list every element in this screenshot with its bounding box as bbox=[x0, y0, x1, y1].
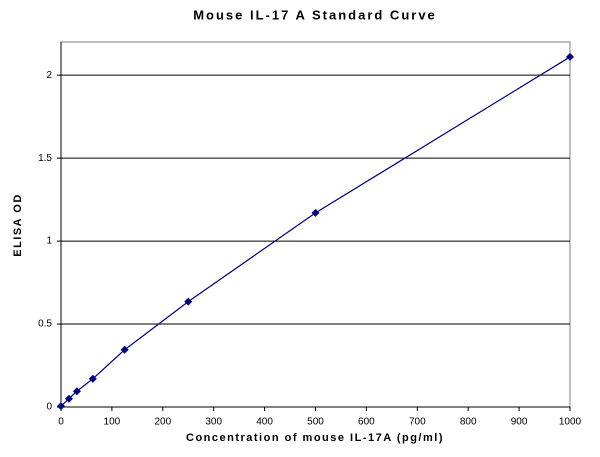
chart-title: Mouse IL-17 A Standard Curve bbox=[193, 7, 437, 22]
series-line bbox=[60, 56, 571, 407]
data-point bbox=[120, 345, 129, 354]
data-point bbox=[184, 297, 193, 306]
x-tick-label: 500 bbox=[307, 417, 324, 428]
x-tick-label: 800 bbox=[460, 417, 477, 428]
data-point bbox=[64, 394, 73, 403]
plot-area bbox=[60, 41, 571, 408]
data-point bbox=[311, 208, 320, 217]
data-point bbox=[72, 387, 81, 396]
data-point bbox=[566, 52, 574, 61]
y-tick-label: 0.5 bbox=[38, 319, 52, 330]
y-tick-label: 2 bbox=[46, 70, 52, 81]
x-tick-label: 100 bbox=[104, 417, 121, 428]
x-tick-label: 200 bbox=[154, 417, 171, 428]
x-tick-label: 400 bbox=[256, 417, 273, 428]
x-tick-label: 900 bbox=[511, 417, 528, 428]
data-point bbox=[88, 374, 97, 383]
x-tick-label: 300 bbox=[205, 417, 222, 428]
y-tick-label: 1 bbox=[46, 236, 52, 247]
y-axis-title: ELISA OD bbox=[12, 193, 24, 257]
y-tick-label: 0 bbox=[46, 402, 52, 413]
y-tick-label: 1.5 bbox=[38, 153, 52, 164]
x-tick-label: 0 bbox=[58, 417, 64, 428]
x-tick-label: 1000 bbox=[559, 417, 582, 428]
x-axis-title: Concentration of mouse IL-17A (pg/ml) bbox=[186, 432, 444, 444]
x-tick-label: 600 bbox=[358, 417, 375, 428]
x-tick-label: 700 bbox=[409, 417, 426, 428]
data-point bbox=[57, 402, 65, 411]
